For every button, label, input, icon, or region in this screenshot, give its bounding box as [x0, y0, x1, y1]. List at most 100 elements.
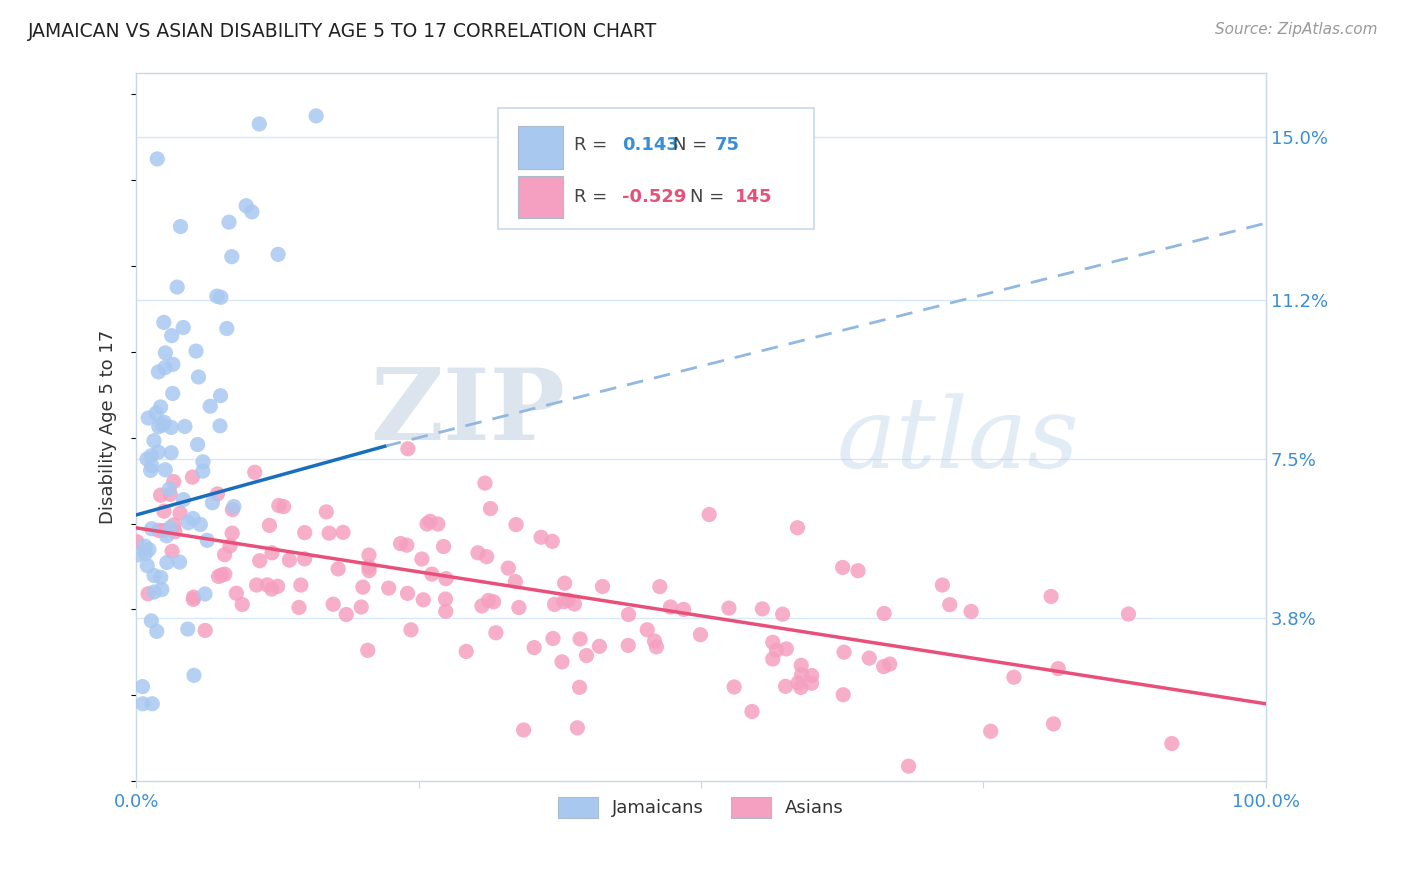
Point: [931, 578, 953, 592]
Point: [157, 482, 180, 496]
Point: [541, 534, 564, 549]
Point: [153, 315, 176, 329]
Point: [211, 568, 233, 582]
Point: [636, 623, 658, 637]
Point: [214, 567, 236, 582]
Point: [617, 607, 640, 622]
Point: [396, 586, 419, 600]
Point: [141, 458, 163, 473]
Point: [290, 578, 312, 592]
Point: [260, 582, 283, 596]
Text: R =: R =: [575, 188, 613, 206]
Point: [575, 648, 598, 663]
Point: [960, 604, 983, 618]
Point: [474, 476, 496, 491]
Point: [800, 676, 823, 690]
Point: [530, 530, 553, 544]
Point: [187, 437, 209, 451]
Point: [163, 524, 186, 539]
Point: [145, 624, 167, 639]
Point: [249, 554, 271, 568]
Point: [643, 634, 665, 648]
Point: [205, 289, 228, 303]
Point: [148, 365, 170, 379]
Point: [209, 290, 232, 304]
Point: [569, 632, 592, 646]
Point: [800, 668, 823, 682]
Point: [543, 598, 565, 612]
Y-axis label: Disability Age 5 to 17: Disability Age 5 to 17: [100, 330, 117, 524]
Point: [790, 668, 813, 682]
Point: [541, 632, 564, 646]
Point: [326, 562, 349, 576]
Point: [155, 463, 177, 477]
Text: 0.143: 0.143: [621, 136, 679, 154]
Point: [222, 500, 245, 514]
Point: [648, 580, 671, 594]
Point: [225, 586, 247, 600]
Point: [592, 580, 614, 594]
Point: [588, 640, 610, 654]
Point: [148, 445, 170, 459]
Point: [247, 117, 270, 131]
Point: [152, 524, 174, 538]
Text: JAMAICAN VS ASIAN DISABILITY AGE 5 TO 17 CORRELATION CHART: JAMAICAN VS ASIAN DISABILITY AGE 5 TO 17…: [28, 22, 658, 41]
Point: [315, 505, 337, 519]
Point: [148, 419, 170, 434]
Point: [475, 549, 498, 564]
Point: [335, 607, 357, 622]
Point: [689, 628, 711, 642]
Point: [260, 546, 283, 560]
Point: [256, 578, 278, 592]
Point: [485, 625, 508, 640]
Point: [183, 590, 205, 604]
Point: [266, 579, 288, 593]
FancyBboxPatch shape: [517, 176, 564, 219]
Point: [131, 680, 153, 694]
Point: [162, 357, 184, 371]
Point: [153, 415, 176, 429]
Point: [419, 514, 441, 528]
Point: [172, 492, 194, 507]
Point: [873, 659, 896, 673]
Point: [149, 400, 172, 414]
Text: 145: 145: [735, 188, 772, 206]
Point: [149, 570, 172, 584]
Point: [155, 346, 177, 360]
Point: [554, 576, 576, 591]
Point: [434, 592, 457, 607]
Point: [207, 487, 229, 501]
Point: [1160, 737, 1182, 751]
Point: [187, 370, 209, 384]
Point: [322, 597, 344, 611]
Point: [790, 658, 813, 673]
Point: [143, 434, 166, 448]
Point: [181, 470, 204, 484]
Point: [831, 560, 853, 574]
Point: [259, 518, 281, 533]
Point: [245, 578, 267, 592]
Point: [208, 418, 231, 433]
Point: [479, 501, 502, 516]
Point: [169, 555, 191, 569]
Point: [787, 675, 810, 690]
Point: [195, 533, 218, 548]
Point: [231, 598, 253, 612]
Point: [184, 344, 207, 359]
Point: [141, 614, 163, 628]
Point: [163, 517, 186, 532]
Point: [352, 580, 374, 594]
Point: [508, 600, 530, 615]
Point: [350, 600, 373, 615]
Point: [498, 561, 520, 575]
Point: [159, 521, 181, 535]
Point: [125, 534, 148, 549]
Point: [215, 321, 238, 335]
Point: [512, 723, 534, 737]
Text: N =: N =: [672, 136, 713, 154]
Point: [432, 540, 454, 554]
Point: [174, 419, 197, 434]
Point: [659, 599, 682, 614]
Point: [127, 548, 149, 562]
Point: [169, 506, 191, 520]
